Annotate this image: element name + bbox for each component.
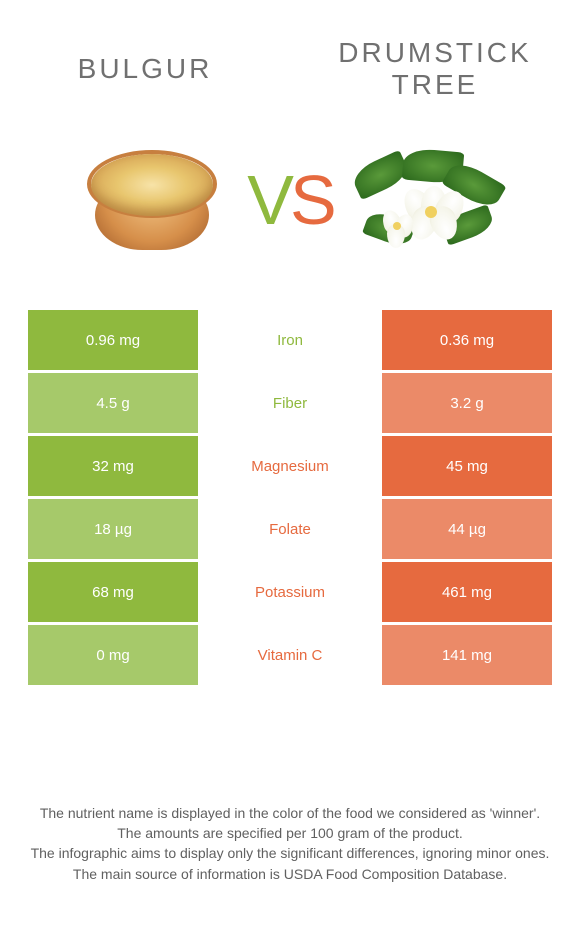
cell-right: 141 mg <box>382 625 552 685</box>
nutrition-table: 0.96 mgIron0.36 mg4.5 gFiber3.2 g32 mgMa… <box>0 310 580 685</box>
cell-left: 32 mg <box>28 436 198 496</box>
cell-left: 68 mg <box>28 562 198 622</box>
cell-mid: Fiber <box>198 373 382 433</box>
cell-right: 3.2 g <box>382 373 552 433</box>
title-right-line1: DRUMSTICK <box>290 37 580 69</box>
cell-right: 461 mg <box>382 562 552 622</box>
drumstick-tree-image <box>353 130 503 270</box>
vs-v: V <box>247 160 290 240</box>
vs-s: S <box>290 160 333 240</box>
footer-notes: The nutrient name is displayed in the co… <box>0 803 580 884</box>
cell-left: 0.96 mg <box>28 310 198 370</box>
cell-right: 44 µg <box>382 499 552 559</box>
cell-left: 0 mg <box>28 625 198 685</box>
images-row: VS <box>0 110 580 290</box>
footer-line-3: The infographic aims to display only the… <box>20 843 560 863</box>
footer-line-2: The amounts are specified per 100 gram o… <box>20 823 560 843</box>
cell-mid: Potassium <box>198 562 382 622</box>
table-row: 0 mgVitamin C141 mg <box>28 625 552 685</box>
cell-left: 4.5 g <box>28 373 198 433</box>
table-row: 0.96 mgIron0.36 mg <box>28 310 552 370</box>
title-right-line2: TREE <box>290 69 580 101</box>
title-right: DRUMSTICK TREE <box>290 37 580 101</box>
cell-mid: Iron <box>198 310 382 370</box>
table-row: 18 µgFolate44 µg <box>28 499 552 559</box>
footer-line-1: The nutrient name is displayed in the co… <box>20 803 560 823</box>
cell-mid: Vitamin C <box>198 625 382 685</box>
cell-right: 45 mg <box>382 436 552 496</box>
cell-mid: Magnesium <box>198 436 382 496</box>
vs-label: VS <box>247 160 332 240</box>
cell-right: 0.36 mg <box>382 310 552 370</box>
table-row: 4.5 gFiber3.2 g <box>28 373 552 433</box>
table-row: 32 mgMagnesium45 mg <box>28 436 552 496</box>
bulgur-image <box>77 130 227 270</box>
title-row: BULGUR DRUMSTICK TREE <box>0 0 580 110</box>
table-row: 68 mgPotassium461 mg <box>28 562 552 622</box>
title-left: BULGUR <box>0 53 290 85</box>
cell-left: 18 µg <box>28 499 198 559</box>
footer-line-4: The main source of information is USDA F… <box>20 864 560 884</box>
cell-mid: Folate <box>198 499 382 559</box>
